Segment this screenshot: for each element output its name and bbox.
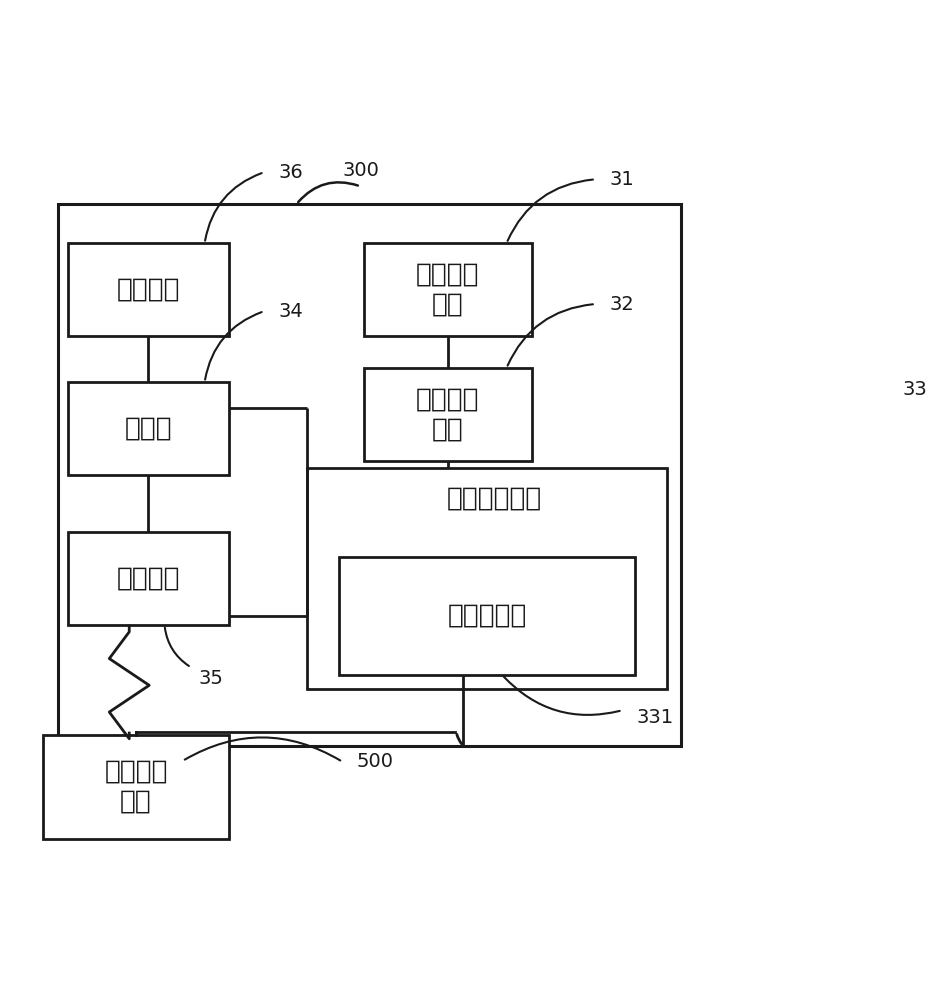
- Text: 模数转换器: 模数转换器: [447, 603, 527, 629]
- Text: 500: 500: [357, 752, 394, 771]
- Text: 34: 34: [278, 302, 304, 321]
- Text: 摄像模组: 摄像模组: [117, 277, 180, 303]
- Text: 33: 33: [902, 380, 927, 399]
- Text: 射频接收
组件: 射频接收 组件: [416, 386, 479, 442]
- Bar: [68, 532, 229, 625]
- Bar: [307, 468, 667, 689]
- Text: 射频发射
组件: 射频发射 组件: [416, 262, 479, 318]
- Bar: [68, 382, 229, 475]
- Bar: [339, 557, 635, 675]
- Bar: [68, 243, 229, 336]
- Text: 通信单元: 通信单元: [117, 565, 180, 591]
- Text: 331: 331: [637, 708, 673, 727]
- Text: 35: 35: [198, 669, 223, 688]
- Bar: [364, 243, 531, 336]
- Text: 32: 32: [610, 295, 635, 314]
- Bar: [43, 735, 229, 839]
- Text: 处理器: 处理器: [124, 416, 172, 442]
- Text: 信号处理电路: 信号处理电路: [446, 486, 542, 512]
- Text: 36: 36: [278, 163, 304, 182]
- Text: 300: 300: [342, 161, 379, 180]
- Text: 31: 31: [610, 170, 635, 189]
- Text: 目标监护
设备: 目标监护 设备: [105, 759, 168, 815]
- Bar: [364, 368, 531, 461]
- Bar: [58, 204, 681, 746]
